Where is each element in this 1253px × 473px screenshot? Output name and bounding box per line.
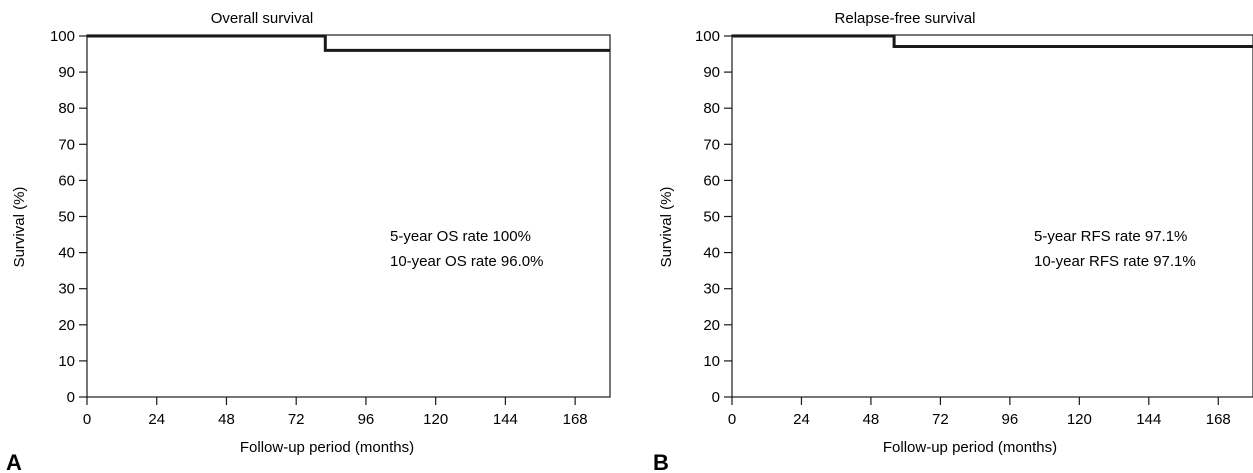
panel-b-x-axis-title: Follow-up period (months) [883,439,1057,456]
panel-b-y-tick-label: 20 [703,317,720,334]
panel-a: Overall survival 0102030405060708090100 … [6,10,611,473]
panel-a-y-tick-label: 30 [58,281,75,298]
panel-a-survival-curve [87,34,610,52]
panel-a-x-tick-label: 120 [423,411,448,428]
panel-a-x-tick-label: 72 [288,411,305,428]
panel-b-y-tick-label: 60 [703,172,720,189]
panel-a-x-axis-title: Follow-up period (months) [240,439,414,456]
panel-b-annotation-5yr: 5-year RFS rate 97.1% [1034,228,1187,245]
panel-b-y-tick-label: 50 [703,209,720,226]
panel-b-x-axis: 0 24 48 72 96 120 144 168 [728,397,1231,428]
panel-a-y-tick-label: 10 [58,353,75,370]
panel-a-y-tick-label: 70 [58,136,75,153]
panel-a-x-tick-label: 48 [218,411,235,428]
panel-a-x-tick-label: 168 [563,411,588,428]
panel-b-x-tick-label: 48 [863,411,880,428]
panel-b-y-axis: 0 10 20 30 40 50 60 70 80 90 100 [695,28,732,406]
panel-a-y-tick-label: 60 [58,172,75,189]
panel-b: Relapse-free survival 0 10 20 30 40 50 60 70 80 9… [653,10,1253,473]
panel-a-plot-frame [86,34,611,398]
panel-b-y-tick-label: 100 [695,28,720,45]
panel-b-x-tick-label: 168 [1206,411,1231,428]
panel-a-y-tick-label: 50 [58,209,75,226]
panel-a-y-tick-label: 100 [50,28,75,45]
panel-a-x-tick-label: 24 [148,411,165,428]
panel-b-x-tick-label: 0 [728,411,736,428]
panel-a-title: Overall survival [211,10,314,27]
panel-b-x-tick-label: 120 [1067,411,1092,428]
panel-b-y-tick-label: 90 [703,64,720,81]
panel-b-y-axis-title: Survival (%) [658,187,675,268]
panel-a-y-tick-label: 90 [58,64,75,81]
panel-b-y-tick-label: 80 [703,100,720,117]
panel-a-x-axis: 0 24 48 72 96 120 144 168 [83,397,588,428]
panel-b-title: Relapse-free survival [835,10,976,27]
panel-a-x-tick-label: 144 [493,411,518,428]
panel-a-y-axis-title: Survival (%) [11,187,28,268]
panel-b-plot-frame [731,34,1253,398]
panel-b-annotation-10yr: 10-year RFS rate 97.1% [1034,253,1196,270]
panel-a-x-tick-label: 0 [83,411,91,428]
panel-a-y-tick-label: 80 [58,100,75,117]
panel-a-y-axis: 0 10 20 30 40 50 60 70 80 90 100 [50,28,87,406]
panel-a-y-tick-label: 0 [67,389,75,406]
panel-b-x-tick-label: 144 [1136,411,1161,428]
panel-b-y-tick-label: 40 [703,245,720,262]
panel-b-y-tick-label: 0 [712,389,720,406]
panel-b-y-tick-label: 10 [703,353,720,370]
panel-a-annotation-5yr: 5-year OS rate 100% [390,228,531,245]
panel-b-y-tick-label: 70 [703,136,720,153]
panel-b-y-tick-label: 30 [703,281,720,298]
panel-b-x-tick-label: 96 [1002,411,1019,428]
panel-a-annotation-10yr: 10-year OS rate 96.0% [390,253,543,270]
panel-a-y-tick-label: 20 [58,317,75,334]
panel-b-letter: B [653,450,669,473]
panel-a-letter: A [6,450,22,473]
panel-a-x-tick-label: 96 [358,411,375,428]
panel-b-x-tick-label: 24 [793,411,810,428]
panel-b-x-tick-label: 72 [932,411,949,428]
panel-b-survival-curve [732,34,1253,48]
panel-a-y-tick-label: 40 [58,245,75,262]
